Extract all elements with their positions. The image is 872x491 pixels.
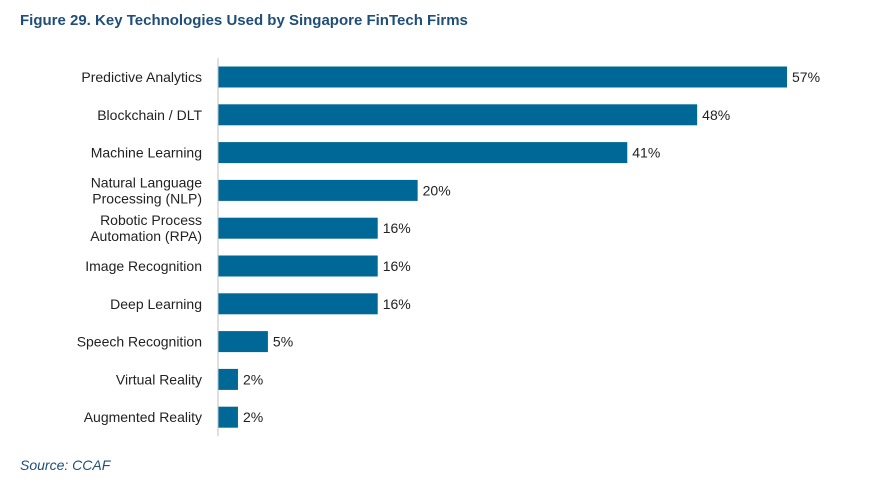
- category-label-line: Robotic Process: [100, 212, 202, 228]
- category-label-line: Virtual Reality: [116, 371, 202, 387]
- category-label-line: Predictive Analytics: [81, 69, 202, 85]
- bar-natural-language-processing-nlp: [218, 179, 418, 201]
- category-label-image-recognition: Image Recognition: [85, 258, 202, 274]
- category-label-virtual-reality: Virtual Reality: [116, 371, 202, 387]
- category-label-line: Natural Language: [91, 174, 203, 190]
- category-label-predictive-analytics: Predictive Analytics: [81, 69, 202, 85]
- source-note: Source: CCAF: [20, 457, 111, 473]
- value-label-speech-recognition: 5%: [273, 334, 293, 350]
- category-label-speech-recognition: Speech Recognition: [77, 334, 202, 350]
- bar-image-recognition: [218, 255, 378, 277]
- bar-blockchain-dlt: [218, 104, 698, 126]
- value-label-deep-learning: 16%: [383, 296, 411, 312]
- category-label-line: Blockchain / DLT: [97, 107, 202, 123]
- bar-deep-learning: [218, 293, 378, 315]
- value-label-robotic-process-automation-rpa: 16%: [383, 220, 411, 236]
- category-label-deep-learning: Deep Learning: [110, 296, 202, 312]
- bar-robotic-process-automation-rpa: [218, 217, 378, 239]
- value-label-natural-language-processing-nlp: 20%: [423, 182, 451, 198]
- value-label-augmented-reality: 2%: [243, 409, 263, 425]
- bar-machine-learning: [218, 142, 628, 164]
- bars-group: [218, 66, 787, 428]
- category-label-line: Deep Learning: [110, 296, 202, 312]
- category-label-blockchain-dlt: Blockchain / DLT: [97, 107, 202, 123]
- category-labels-group: Predictive Analytics Blockchain / DLT Mach…: [77, 69, 203, 425]
- bar-predictive-analytics: [218, 66, 787, 88]
- value-label-blockchain-dlt: 48%: [702, 107, 730, 123]
- bar-speech-recognition: [218, 331, 268, 353]
- bar-augmented-reality: [218, 406, 238, 428]
- category-label-line: Machine Learning: [91, 145, 202, 161]
- bar-virtual-reality: [218, 368, 238, 390]
- category-label-augmented-reality: Augmented Reality: [84, 409, 202, 425]
- category-label-line: Augmented Reality: [84, 409, 202, 425]
- figure-title: Figure 29. Key Technologies Used by Sing…: [20, 12, 468, 29]
- category-label-natural-language-processing-nlp: Natural Language Processing (NLP): [91, 174, 203, 206]
- category-label-line: Speech Recognition: [77, 334, 202, 350]
- category-label-machine-learning: Machine Learning: [91, 145, 202, 161]
- value-label-machine-learning: 41%: [632, 145, 660, 161]
- category-label-robotic-process-automation-rpa: Robotic Process Automation (RPA): [90, 212, 202, 244]
- category-label-line: Automation (RPA): [90, 228, 202, 244]
- value-label-predictive-analytics: 57%: [792, 69, 820, 85]
- value-labels-group: 57% 48% 41% 20% 16% 16% 16% 5% 2% 2%: [243, 69, 820, 425]
- value-label-virtual-reality: 2%: [243, 371, 263, 387]
- category-label-line: Image Recognition: [85, 258, 202, 274]
- value-label-image-recognition: 16%: [383, 258, 411, 274]
- category-label-line: Processing (NLP): [92, 190, 202, 206]
